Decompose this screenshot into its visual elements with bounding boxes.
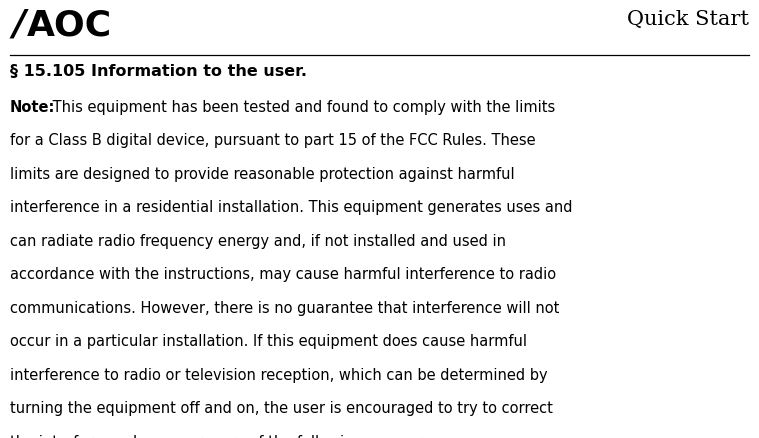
Text: § 15.105 Information to the user.: § 15.105 Information to the user. — [10, 64, 307, 79]
Text: interference to radio or television reception, which can be determined by: interference to radio or television rece… — [10, 367, 548, 382]
Text: occur in a particular installation. If this equipment does cause harmful: occur in a particular installation. If t… — [10, 334, 527, 349]
Text: for a Class B digital device, pursuant to part 15 of the FCC Rules. These: for a Class B digital device, pursuant t… — [10, 133, 536, 148]
Text: Quick Start: Quick Start — [627, 10, 749, 29]
Text: turning the equipment off and on, the user is encouraged to try to correct: turning the equipment off and on, the us… — [10, 401, 553, 416]
Text: can radiate radio frequency energy and, if not installed and used in: can radiate radio frequency energy and, … — [10, 233, 506, 248]
Text: Note:: Note: — [10, 100, 55, 115]
Text: AOC: AOC — [27, 8, 112, 42]
Text: This equipment has been tested and found to comply with the limits: This equipment has been tested and found… — [48, 100, 556, 115]
Text: accordance with the instructions, may cause harmful interference to radio: accordance with the instructions, may ca… — [10, 267, 556, 282]
Text: communications. However, there is no guarantee that interference will not: communications. However, there is no gua… — [10, 300, 559, 315]
Text: /: / — [12, 8, 25, 42]
Text: the interference by one or more of the following measures:: the interference by one or more of the f… — [10, 434, 444, 438]
Text: limits are designed to provide reasonable protection against harmful: limits are designed to provide reasonabl… — [10, 166, 515, 182]
Text: interference in a residential installation. This equipment generates uses and: interference in a residential installati… — [10, 200, 572, 215]
